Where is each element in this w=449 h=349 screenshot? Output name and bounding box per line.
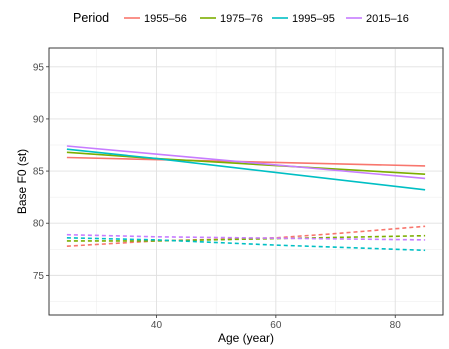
x-tick-label: 80 [390, 320, 402, 331]
series-3-solid-line [66, 148, 426, 191]
y-tick-label: 75 [33, 271, 45, 282]
series-4-dashed-line [66, 233, 426, 241]
y-tick-label: 85 [33, 167, 45, 178]
series-layer [66, 145, 426, 252]
legend-label-2: 1975–76 [220, 13, 263, 25]
x-axis-title: Age (year) [218, 331, 274, 345]
legend-label-3: 1995–95 [292, 13, 335, 25]
y-axis-title: Base F0 (st) [15, 149, 29, 214]
grid [49, 48, 443, 315]
legend-label-4: 2015–16 [366, 13, 409, 25]
panel-border [48, 47, 444, 316]
y-tick-label: 95 [33, 62, 45, 73]
legend: Period 1955–56 1975–76 1995–95 2015–16 [73, 11, 409, 25]
axes: 40 60 80 75 80 85 90 95 [33, 62, 401, 331]
series-4-solid-line [66, 145, 426, 180]
series-3-dashed-line [66, 237, 426, 252]
series-1-dashed-line [66, 225, 426, 247]
legend-title: Period [73, 11, 109, 25]
x-tick-label: 40 [151, 320, 163, 331]
y-tick-label: 90 [33, 114, 45, 125]
series-2-dashed-line [66, 234, 426, 242]
x-tick-label: 60 [270, 320, 282, 331]
plot-panel [48, 47, 444, 316]
y-tick-label: 80 [33, 219, 45, 230]
legend-label-1: 1955–56 [144, 13, 187, 25]
